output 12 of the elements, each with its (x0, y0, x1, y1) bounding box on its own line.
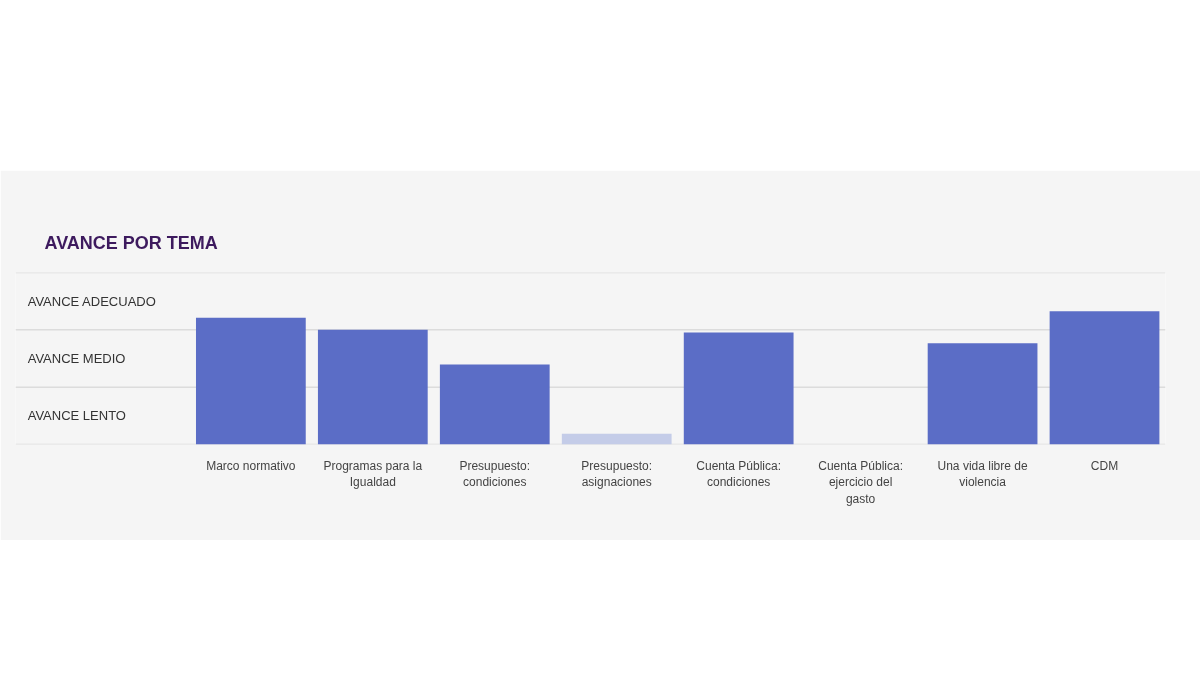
x-tick-label: Cuenta Pública: condiciones (696, 458, 782, 490)
x-tick-label: Cuenta Pública: ejercicio del gasto (818, 458, 903, 507)
x-tick-label: Programas para la Igualdad (323, 458, 423, 490)
text: AVANCE MEDIO (27, 351, 126, 366)
text: AVANCE ADECUADO (27, 293, 156, 309)
x-tick-label: Presupuesto: asignaciones (581, 458, 653, 490)
x-tick-label: Presupuesto: condiciones (459, 458, 531, 490)
x-tick-label: Marco normativo (206, 458, 296, 473)
x-tick-label: Una vida libre de violencia (937, 458, 1028, 490)
text: AVANCE LENTO (27, 408, 126, 424)
chart-title: AVANCE POR TEMA (44, 232, 218, 253)
x-tick-label: CDM (1090, 458, 1119, 473)
